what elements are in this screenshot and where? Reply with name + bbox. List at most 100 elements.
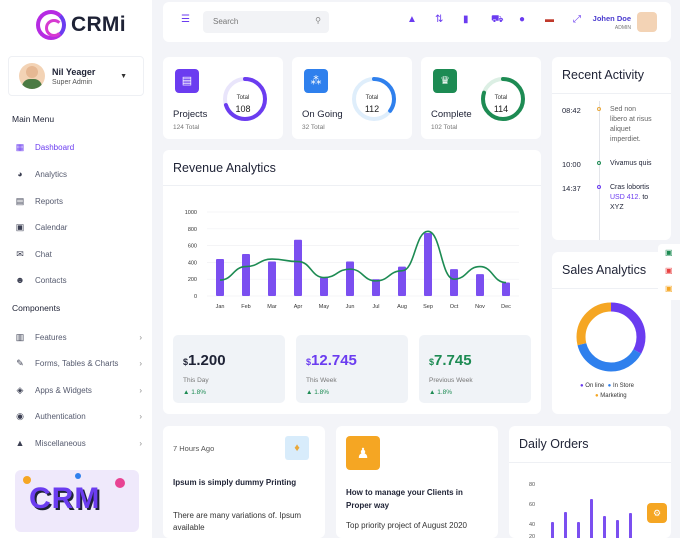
donut-slice — [576, 302, 646, 372]
promo-illustration: CRM — [15, 470, 139, 532]
stat-card-complete[interactable]: ♛ Complete 102 Total Total 114 — [421, 57, 541, 139]
activity-line: aliquet — [610, 126, 631, 133]
x-tick-label: Jul — [372, 304, 379, 310]
chevron-right-icon: › — [139, 411, 142, 421]
logo-icon — [36, 10, 66, 40]
topbar-user[interactable]: Johen Doe ADMIN — [593, 14, 631, 31]
trend-line — [219, 230, 507, 284]
bar — [372, 279, 380, 296]
y-tick-label: 0 — [194, 294, 197, 300]
fingerprint-icon: ◉ — [16, 410, 24, 421]
x-tick-label: Aug — [397, 304, 407, 310]
stat-card-ongoing[interactable]: ⁂ On Going 32 Total Total 112 — [292, 57, 412, 139]
sidebar-item-apps[interactable]: ◈ Apps & Widgets › — [14, 383, 142, 397]
legend-label: On line — [585, 383, 605, 389]
x-tick-label: Sep — [423, 304, 433, 310]
activity-line: Cras lobortis — [610, 184, 650, 191]
post-text: Top priority project of August 2020 — [346, 521, 467, 530]
logo[interactable]: CRMi — [36, 10, 126, 40]
cart-icon[interactable]: ⛟ — [491, 14, 504, 25]
ring-value: 114 — [493, 104, 509, 114]
fullscreen-icon[interactable]: ⤢ — [573, 14, 581, 25]
sidebar-item-features[interactable]: ▥ Features › — [14, 330, 142, 344]
revenue-value: 1.200 — [188, 352, 226, 369]
topbar: ☰ Search ⚲ ▲ ⇅ ▮ ⛟ ● ▬ ⤢ Johen Doe ADMIN — [163, 2, 671, 42]
books-icon: ▥ — [15, 331, 25, 342]
search-icon: ⚲ — [315, 16, 321, 25]
sidebar-item-reports[interactable]: ▤ Reports — [14, 194, 142, 208]
card-title: Revenue Analytics — [173, 161, 276, 175]
x-tick-label: Jun — [346, 304, 355, 310]
bar — [398, 266, 406, 296]
bar — [320, 277, 328, 296]
user-role: Super Admin — [52, 78, 93, 86]
activity-time: 08:42 — [562, 106, 581, 115]
order-bar — [564, 512, 567, 538]
sidebar-item-label: Analytics — [35, 169, 68, 179]
chat-icon[interactable]: ● — [519, 14, 526, 25]
y-tick-label: 1000 — [185, 210, 197, 216]
search-input[interactable]: Search ⚲ — [203, 11, 329, 33]
sidebar-item-label: Reports — [35, 196, 64, 206]
sidebar-item-calendar[interactable]: ▣ Calendar — [14, 220, 142, 234]
stat-label: Projects — [173, 109, 208, 120]
order-bar — [629, 513, 632, 538]
contacts-icon: ☻ — [15, 275, 25, 285]
file-icon[interactable]: ▮ — [463, 14, 469, 25]
user-icon: ♟ — [346, 436, 380, 470]
legend-dot: ● — [580, 383, 584, 389]
sidebar-item-label: Dashboard — [35, 142, 75, 152]
sidebar-item-label: Forms, Tables & Charts — [35, 358, 119, 368]
card-title: Daily Orders — [519, 437, 589, 451]
activity-link[interactable]: USD 412. — [610, 194, 641, 201]
y-tick: 20 — [529, 534, 536, 538]
chevron-right-icon: › — [139, 332, 142, 342]
share-icon: ⁂ — [304, 69, 328, 93]
sidebar-item-miscellaneous[interactable]: ▲ Miscellaneous › — [14, 436, 142, 450]
sidebar-item-forms[interactable]: ✎ Forms, Tables & Charts › — [14, 356, 142, 370]
timeline-dot — [597, 185, 601, 189]
timeline-dot — [597, 107, 601, 111]
file-icon[interactable]: ▣ — [665, 284, 673, 293]
settings-fab[interactable]: ⚙ — [647, 503, 667, 523]
sidebar-item-label: Features — [35, 332, 67, 342]
sidebar-item-label: Calendar — [35, 222, 68, 232]
post-card[interactable]: 7 Hours Ago ♦ Ipsum is simply dummy Prin… — [163, 426, 325, 538]
sales-legend: ● Marketing — [595, 393, 627, 399]
post-card[interactable]: ♟ How to manage your Clients in Proper w… — [336, 426, 498, 538]
avatar[interactable] — [637, 12, 657, 32]
user-menu[interactable]: Nil Yeager Super Admin ▼ — [8, 56, 144, 96]
sidebar-item-chat[interactable]: ✉ Chat — [14, 247, 142, 261]
menu-toggle-icon[interactable]: ☰ — [181, 14, 190, 25]
sidebar-item-analytics[interactable]: ◕ Analytics — [14, 167, 142, 181]
ring-value: 108 — [235, 104, 251, 114]
x-tick-label: May — [319, 304, 330, 310]
post-time: 7 Hours Ago — [173, 444, 215, 453]
stat-label: Complete — [431, 109, 472, 120]
x-tick-label: Dec — [501, 304, 511, 310]
pdf-icon[interactable]: ▣ — [665, 266, 673, 275]
brand-name: CRMi — [71, 13, 126, 36]
revenue-label: Previous Week — [429, 377, 473, 384]
sidebar-item-authentication[interactable]: ◉ Authentication › — [14, 409, 142, 423]
chevron-right-icon: › — [139, 358, 142, 368]
y-tick: 40 — [529, 522, 536, 528]
topbar-user-name: Johen Doe — [592, 14, 631, 23]
x-tick-label: Jan — [216, 304, 225, 310]
bell-icon[interactable]: ▲ — [407, 14, 417, 25]
sidebar-item-dashboard[interactable]: ▦ Dashboard — [14, 140, 142, 154]
x-tick-label: Feb — [241, 304, 250, 310]
progress-ring — [223, 77, 267, 121]
stat-sub: 124 Total — [173, 124, 200, 131]
user-name: Nil Yeager — [52, 66, 96, 77]
revenue-pct: 1.8% — [314, 389, 330, 396]
tasks-icon[interactable]: ⇅ — [435, 14, 444, 25]
excel-icon[interactable]: ▣ — [665, 248, 673, 257]
daily-orders-card: Daily Orders 80 60 40 20 ⚙ — [509, 426, 671, 538]
main-menu-label: Main Menu — [12, 114, 55, 124]
arrow-up-icon: ▲ — [306, 389, 315, 396]
flag-icon[interactable]: ▬ — [545, 14, 554, 24]
sidebar-item-contacts[interactable]: ☻ Contacts — [14, 273, 142, 287]
stat-card-projects[interactable]: ▤ Projects 124 Total Total 108 — [163, 57, 283, 139]
sidebar-item-label: Chat — [35, 249, 52, 259]
